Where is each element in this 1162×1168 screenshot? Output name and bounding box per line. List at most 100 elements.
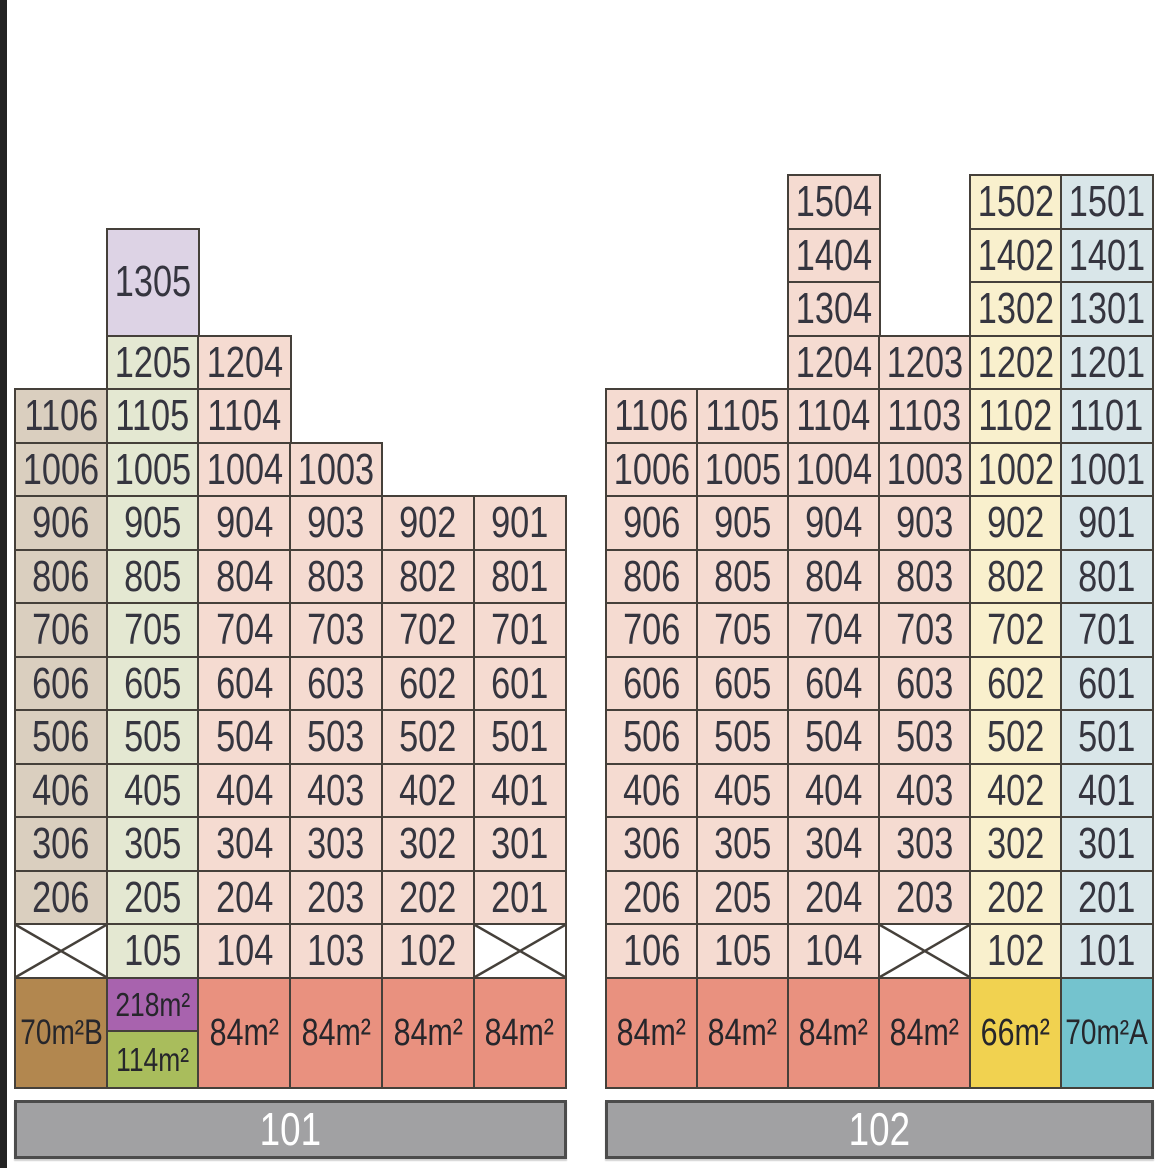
unit-cell-706: 706 xyxy=(605,602,699,658)
unit-cell-606: 606 xyxy=(605,655,699,712)
unit-cell-1006: 1006 xyxy=(14,441,109,498)
unit-number: 201 xyxy=(490,872,549,922)
area-cell-70m²B: 70m²B xyxy=(14,976,109,1089)
unit-number: 1005 xyxy=(704,444,781,494)
area-label: 84m² xyxy=(890,1011,960,1054)
unit-number: 502 xyxy=(399,712,457,761)
unit-number: 1106 xyxy=(24,391,98,440)
unit-number: 203 xyxy=(896,872,954,922)
area-label: 70m²A xyxy=(1065,1013,1148,1053)
unit-cell-1003: 1003 xyxy=(878,441,972,498)
unit-number: 1304 xyxy=(795,284,872,333)
unit-cell-704: 704 xyxy=(197,602,292,658)
unit-number: 1504 xyxy=(795,177,872,226)
unit-number: 605 xyxy=(124,658,182,708)
unit-number: 503 xyxy=(896,712,954,761)
unit-number: 406 xyxy=(623,765,681,815)
unit-cell-405: 405 xyxy=(696,762,790,819)
unit-number: 403 xyxy=(896,765,954,815)
unit-cell-601: 601 xyxy=(1060,655,1154,712)
unit-number: 206 xyxy=(623,872,681,922)
unit-number: 906 xyxy=(623,498,681,547)
area-cell-84m²: 84m² xyxy=(878,976,972,1089)
area-cell-84m²: 84m² xyxy=(197,976,292,1089)
area-cell-66m²: 66m² xyxy=(969,976,1063,1089)
area-label: 70m²B xyxy=(19,1013,103,1053)
unit-number: 904 xyxy=(215,498,274,547)
unit-cell-1104: 1104 xyxy=(787,388,881,444)
area-cell-114m²: 114m² xyxy=(105,1030,200,1089)
unit-number: 801 xyxy=(1078,551,1136,601)
unit-number: 203 xyxy=(307,872,365,922)
unit-cell-104: 104 xyxy=(787,923,881,979)
unit-cell-103: 103 xyxy=(289,923,384,979)
unit-cell-1204: 1204 xyxy=(197,334,292,391)
unit-cell-1401: 1401 xyxy=(1060,227,1154,284)
unit-cell-505: 505 xyxy=(105,709,200,765)
unit-cell-802: 802 xyxy=(380,548,475,605)
unit-number: 306 xyxy=(32,819,90,868)
unit-cell-1302: 1302 xyxy=(969,281,1063,337)
unit-cell-602: 602 xyxy=(380,655,475,712)
unit-number: 1001 xyxy=(1068,444,1145,494)
unit-cell-906: 906 xyxy=(14,495,109,551)
area-label: 84m² xyxy=(209,1011,280,1054)
unit-number: 104 xyxy=(805,926,863,975)
unit-number: 706 xyxy=(32,605,90,654)
unit-cell-603: 603 xyxy=(878,655,972,712)
area-label: 84m² xyxy=(708,1011,778,1054)
unit-cell-502: 502 xyxy=(380,709,475,765)
unit-number: 1106 xyxy=(614,391,689,440)
area-cell-split: 218m² 114m² xyxy=(105,976,200,1089)
unit-cell-804: 804 xyxy=(787,548,881,605)
unit-number: 103 xyxy=(307,926,365,975)
unit-cell-303: 303 xyxy=(289,816,384,872)
unit-number: 702 xyxy=(399,605,457,654)
unit-cell-502: 502 xyxy=(969,709,1063,765)
unit-cell-501: 501 xyxy=(472,709,567,765)
area-cell-84m²: 84m² xyxy=(605,976,699,1089)
unit-cell-806: 806 xyxy=(605,548,699,605)
unit-cell-1404: 1404 xyxy=(787,227,881,284)
unit-number: 1003 xyxy=(298,444,375,494)
unit-number: 302 xyxy=(399,819,457,868)
unit-number: 803 xyxy=(307,551,365,601)
unit-cell-305: 305 xyxy=(696,816,790,872)
unit-cell-305: 305 xyxy=(105,816,200,872)
unit-number: 1006 xyxy=(613,444,690,494)
unit-cell-205: 205 xyxy=(696,869,790,926)
unit-number: 205 xyxy=(124,872,182,922)
unit-number: 506 xyxy=(32,712,90,761)
unit-cell-801: 801 xyxy=(472,548,567,605)
unit-cell-902: 902 xyxy=(969,495,1063,551)
unit-cell-306: 306 xyxy=(14,816,109,872)
unit-number: 601 xyxy=(1078,658,1136,708)
unit-cell-906: 906 xyxy=(605,495,699,551)
unit-number: 1201 xyxy=(1068,337,1145,387)
unit-cell-104: 104 xyxy=(197,923,292,979)
unit-cell-506: 506 xyxy=(14,709,109,765)
unit-cell-802: 802 xyxy=(969,548,1063,605)
unit-number: 605 xyxy=(714,658,772,708)
unit-number: 1003 xyxy=(886,444,963,494)
unit-cell-501: 501 xyxy=(1060,709,1154,765)
unit-cell-201: 201 xyxy=(1060,869,1154,926)
unit-cell-403: 403 xyxy=(289,762,384,819)
unit-number: 304 xyxy=(805,819,863,868)
unit-number: 902 xyxy=(399,498,457,547)
unit-cell-1106: 1106 xyxy=(14,388,109,444)
unit-number: 802 xyxy=(987,551,1045,601)
unit-cell-601: 601 xyxy=(472,655,567,712)
unit-cell-901: 901 xyxy=(472,495,567,551)
unit-number: 504 xyxy=(215,712,274,761)
unit-number: 704 xyxy=(805,605,863,654)
unit-cell-1301: 1301 xyxy=(1060,281,1154,337)
unit-cell-304: 304 xyxy=(197,816,292,872)
page-edge-bar xyxy=(0,0,7,1168)
building-101-label: 101 xyxy=(259,1103,322,1155)
unit-cell-204: 204 xyxy=(787,869,881,926)
unit-cell-105: 105 xyxy=(696,923,790,979)
unit-cell-505: 505 xyxy=(696,709,790,765)
building-101: 101 1305 1205 1204 1106 1105 1104 1006 1005 1004… xyxy=(14,174,567,1166)
unit-cell-1005: 1005 xyxy=(105,441,200,498)
